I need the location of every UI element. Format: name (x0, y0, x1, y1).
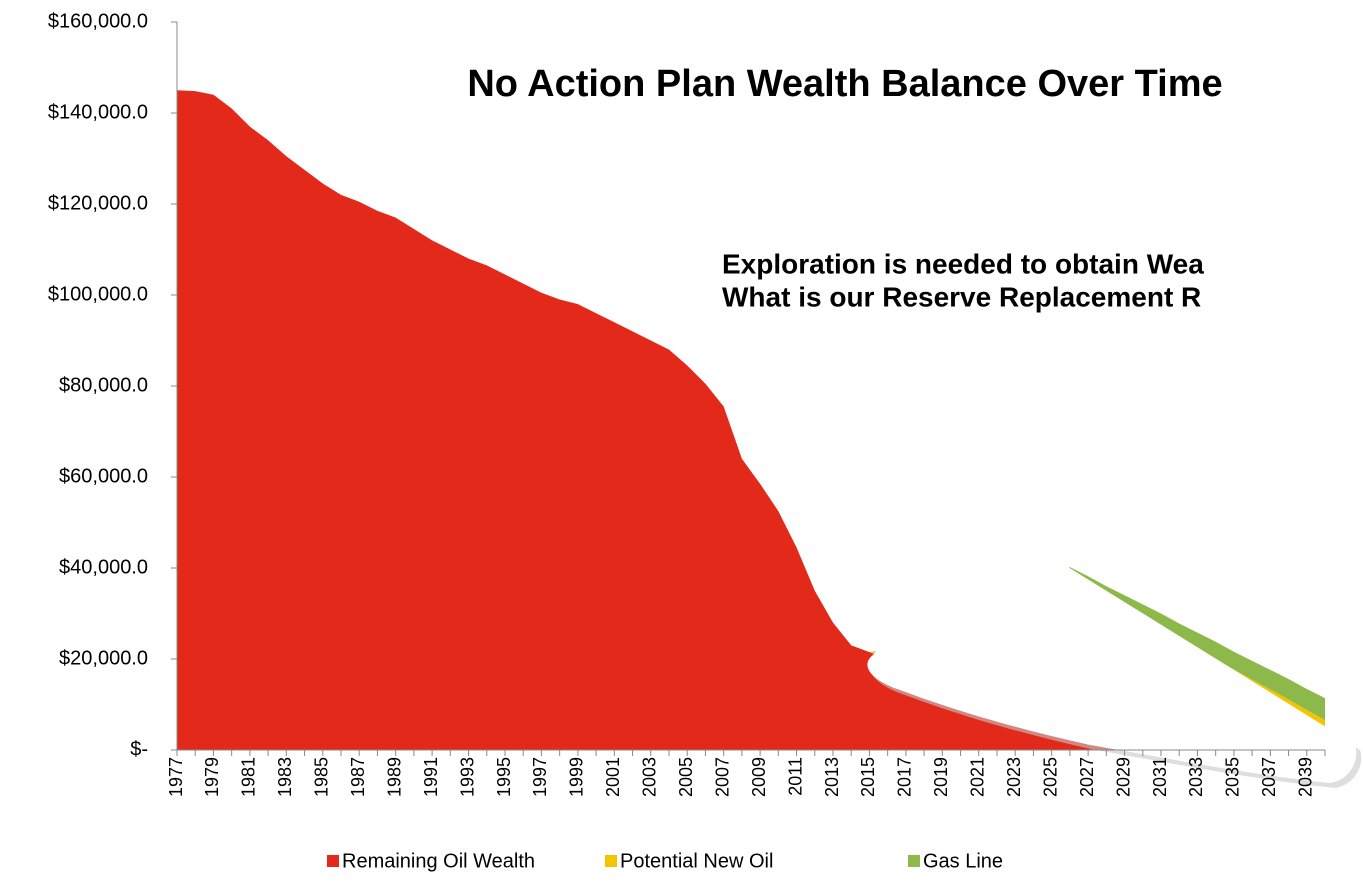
x-tick-label: 1989 (384, 757, 404, 797)
x-tick-label: 2023 (1004, 757, 1024, 797)
x-tick-label: 2033 (1186, 757, 1206, 797)
legend-swatch (605, 855, 617, 867)
x-tick-label: 2003 (640, 757, 660, 797)
x-tick-label: 2011 (785, 757, 805, 796)
x-tick-label: 1981 (239, 757, 259, 797)
area (177, 90, 1325, 750)
legend-label: Remaining Oil Wealth (342, 850, 535, 872)
x-tick-label: 1987 (348, 757, 368, 797)
callout-bubble (867, 565, 1357, 783)
legend-label: Potential New Oil (620, 850, 773, 872)
x-tick-label: 2017 (895, 757, 915, 797)
legend-swatch (327, 855, 339, 867)
y-tick-label: $- (130, 738, 148, 760)
annotation: What is our Reserve Replacement R (722, 281, 1201, 312)
x-tick-label: 2039 (1296, 757, 1316, 797)
x-tick-label: 1991 (421, 757, 441, 797)
annotation: Exploration is needed to obtain Wea (722, 248, 1204, 279)
x-tick-label: 1993 (457, 757, 477, 797)
callout (867, 565, 1362, 788)
legend-swatch (908, 855, 920, 867)
y-tick-label: $40,000.0 (59, 556, 148, 578)
x-tick-label: 2029 (1113, 757, 1133, 797)
x-tick-label: 1995 (494, 757, 514, 797)
x-tick-label: 2025 (1040, 757, 1060, 797)
y-tick-label: $60,000.0 (59, 465, 148, 487)
legend-label: Gas Line (923, 850, 1003, 872)
y-tick-label: $100,000.0 (48, 283, 148, 305)
x-tick-label: 1985 (312, 757, 332, 797)
y-tick-label: $20,000.0 (59, 647, 148, 669)
x-tick-label: 1979 (202, 757, 222, 797)
chart-title: No Action Plan Wealth Balance Over Time (467, 63, 1222, 105)
x-tick-label: 1997 (530, 757, 550, 797)
x-tick-label: 1983 (275, 757, 295, 797)
x-tick-label: 2027 (1077, 757, 1097, 797)
x-tick-label: 2009 (749, 757, 769, 797)
x-tick-label: 2031 (1150, 757, 1170, 797)
y-tick-label: $80,000.0 (59, 374, 148, 396)
x-tick-label: 1999 (567, 757, 587, 797)
x-tick-label: 2001 (603, 757, 623, 797)
x-tick-label: 2021 (968, 757, 988, 797)
y-tick-label: $160,000.0 (48, 10, 148, 32)
y-tick-label: $140,000.0 (48, 101, 148, 123)
x-tick-label: 2007 (712, 757, 732, 797)
x-tick-label: 2015 (858, 757, 878, 797)
x-tick-label: 2035 (1223, 757, 1243, 797)
y-tick-label: $120,000.0 (48, 192, 148, 214)
x-tick-label: 1977 (166, 757, 186, 797)
x-tick-label: 2019 (931, 757, 951, 797)
x-tick-label: 2005 (676, 757, 696, 797)
x-tick-label: 2037 (1259, 757, 1279, 797)
x-tick-label: 2013 (822, 757, 842, 797)
